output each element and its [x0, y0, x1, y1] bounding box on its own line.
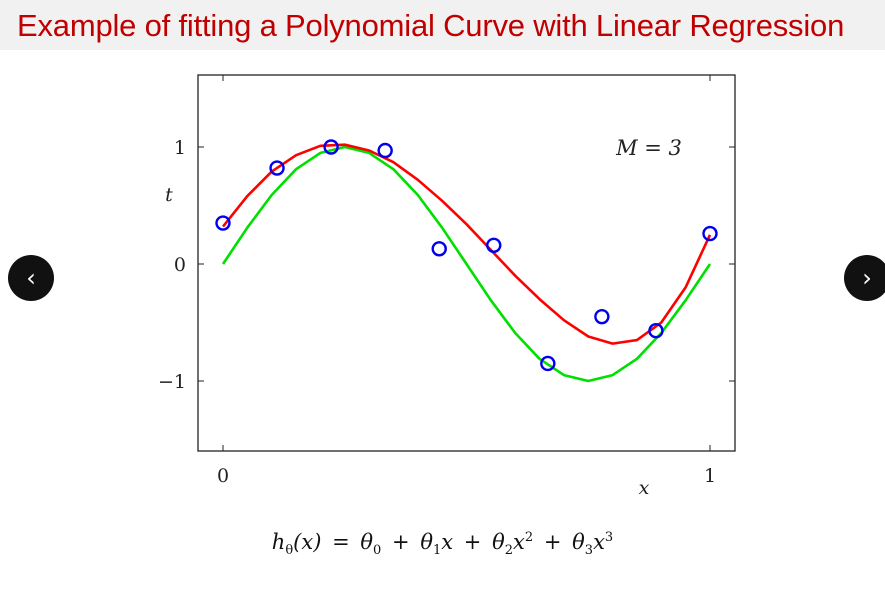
data-point — [323, 139, 339, 155]
title-bar: Example of fitting a Polynomial Curve wi… — [0, 0, 885, 50]
model-order-annotation: M = 3 — [615, 136, 682, 160]
data-point — [702, 225, 718, 242]
chevron-left-icon: ‹ — [26, 264, 36, 292]
formula-sup3: 3 — [604, 530, 614, 545]
formula-x3: x — [593, 530, 605, 554]
data-point — [594, 308, 610, 325]
y-tick-label: 1 — [174, 137, 186, 159]
formula-theta1: θ — [420, 530, 433, 554]
plot-frame — [197, 74, 736, 452]
next-slide-button[interactable]: › — [844, 255, 885, 301]
fitted-curve-line — [221, 143, 712, 345]
data-point — [486, 237, 502, 253]
formula-h: h — [271, 530, 286, 554]
data-point — [377, 142, 393, 159]
y-tick-label: 0 — [174, 254, 186, 276]
previous-slide-button[interactable]: ‹ — [8, 255, 54, 301]
formula-theta2: θ — [492, 530, 505, 554]
slide-title: Example of fitting a Polynomial Curve wi… — [17, 8, 845, 43]
x-tick-label: 1 — [704, 465, 716, 487]
data-point — [269, 160, 285, 176]
formula-x: x — [301, 530, 314, 554]
formula-plus-3: + — [543, 530, 562, 554]
formula-sub1: 1 — [432, 543, 442, 559]
formula-sub0: 0 — [373, 543, 382, 559]
hypothesis-formula: hθ(x) = θ0 + θ1x + θ2x2 + θ3x3 — [0, 530, 885, 558]
formula-equals: = — [332, 530, 350, 554]
formula-theta3: θ — [572, 530, 585, 554]
data-point — [648, 322, 664, 339]
y-tick-label: −1 — [158, 371, 186, 393]
formula-sub3: 3 — [584, 543, 594, 559]
formula-x1: x — [441, 530, 454, 554]
formula-theta0: θ — [360, 530, 374, 554]
formula-sub2: 2 — [504, 543, 514, 559]
x-tick-label: 0 — [217, 465, 229, 487]
y-axis-label: t — [165, 184, 173, 206]
formula-sup2: 2 — [524, 530, 534, 545]
formula-plus-1: + — [392, 530, 410, 554]
data-point — [540, 355, 556, 372]
formula-x2: x — [513, 530, 525, 554]
formula-theta-sub: θ — [285, 543, 294, 559]
formula-lparen: ( — [293, 530, 302, 554]
data-point — [215, 215, 231, 231]
formula-rparen: ) — [313, 530, 322, 554]
formula-plus-2: + — [463, 530, 482, 554]
x-axis-label: x — [639, 477, 650, 499]
true-curve-line — [221, 145, 712, 383]
data-point — [431, 241, 447, 257]
chevron-right-icon: › — [862, 264, 872, 292]
